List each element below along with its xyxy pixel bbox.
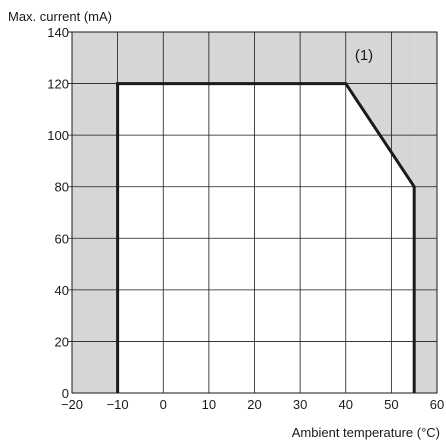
x-tick-label: 10 [202,397,216,412]
y-tick-label: 60 [55,231,69,246]
x-tick-label: 60 [430,397,444,412]
y-tick-label: 120 [47,77,69,92]
y-tick-labels: 0 20 40 60 80 100 120 140 [47,25,69,401]
y-tick-label: 80 [55,180,69,195]
x-tick-label: −20 [61,397,83,412]
annotation-label: (1) [355,47,373,64]
plot-border [71,31,438,394]
series-lines [116,82,416,393]
shaded-regions [72,32,437,393]
shaded-region [345,32,415,187]
shaded-region [117,32,346,84]
x-tick-label: 30 [293,397,307,412]
y-tick-label: 140 [47,25,69,40]
y-tick-label: 0 [62,386,69,401]
series-line [116,82,416,393]
grid-lines [68,32,437,393]
x-tick-labels: −20 −10 0 10 20 30 40 50 60 [61,397,444,412]
annotations: (1) [355,47,373,64]
y-axis-title: Max. current (mA) [8,9,112,24]
plot-frame [68,31,438,394]
x-tick-label: −10 [107,397,129,412]
y-tick-label: 40 [55,283,69,298]
shaded-region [414,32,437,393]
x-axis-title: Ambient temperature (°C) [292,425,440,440]
x-tick-label: 20 [247,397,261,412]
x-tick-label: 40 [339,397,353,412]
shaded-region [72,32,118,393]
x-tick-label: 50 [384,397,398,412]
y-tick-label: 100 [47,128,69,143]
y-tick-label: 20 [55,334,69,349]
x-tick-label: 0 [160,397,167,412]
